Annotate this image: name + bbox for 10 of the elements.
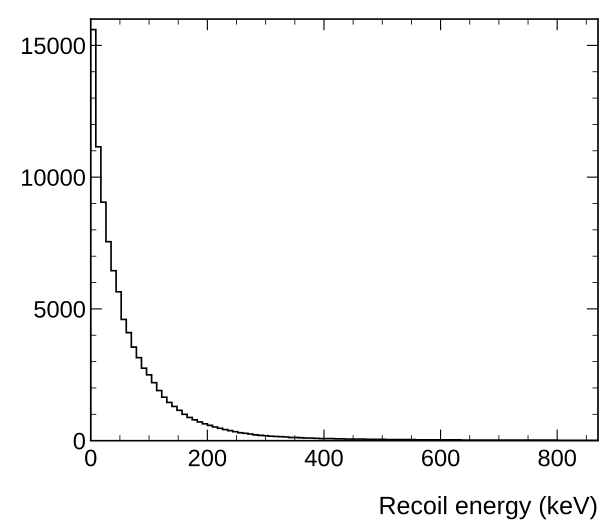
x-tick-label: 400: [304, 450, 343, 466]
x-axis-title: Recoil energy (keV): [380, 496, 596, 520]
y-tick-label: 10000: [22, 169, 85, 186]
x-tick-label: 200: [188, 450, 226, 466]
x-tick-label: 800: [538, 450, 576, 466]
y-tick-label: 0: [74, 432, 85, 450]
x-tick-label: 600: [422, 450, 460, 466]
y-tick-label: 15000: [22, 37, 85, 54]
y-tick-label: 5000: [34, 300, 85, 318]
x-tick-label: 0: [85, 450, 96, 466]
